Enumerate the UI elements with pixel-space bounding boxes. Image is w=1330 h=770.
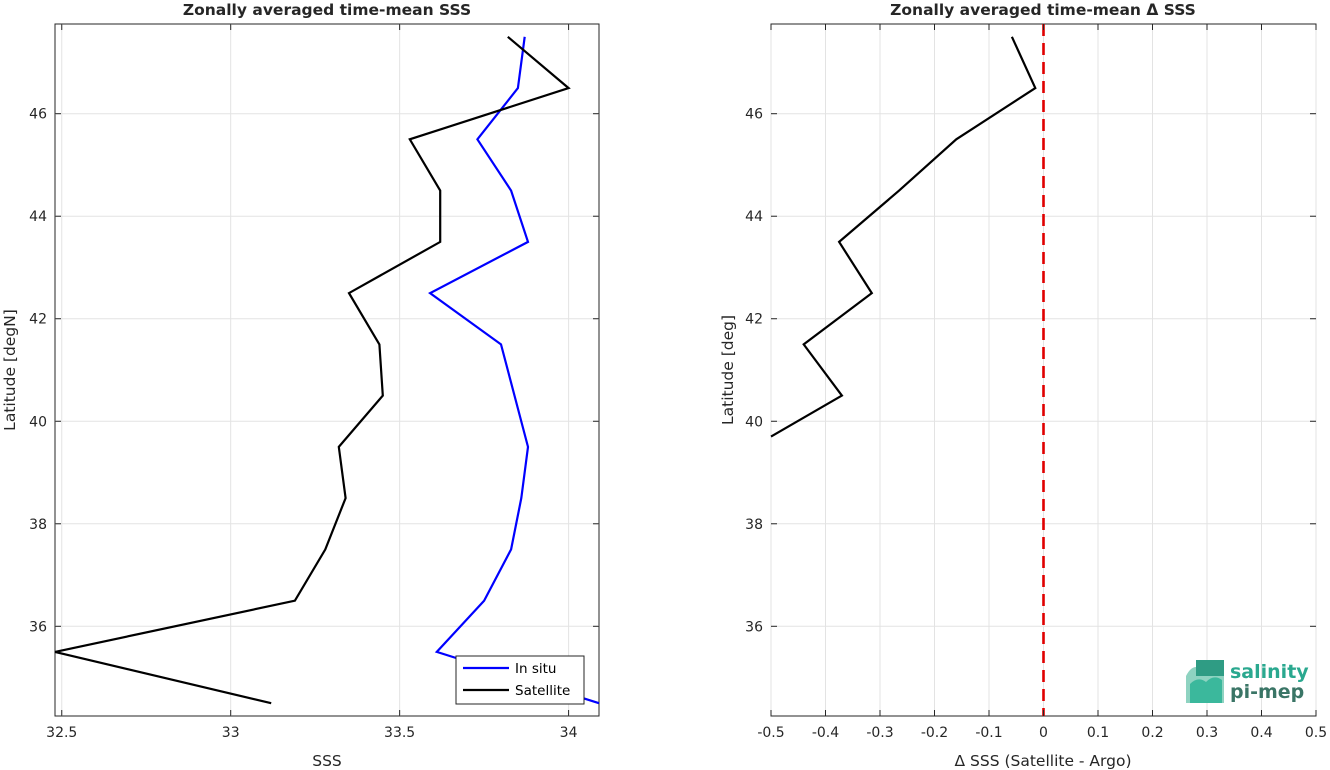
delta-x-tick-label: -0.5	[757, 725, 784, 741]
logo-text-salinity: salinity	[1230, 661, 1309, 683]
sss-x-tick-label: 34	[560, 725, 578, 741]
delta-x-tick-label: -0.2	[921, 725, 948, 741]
delta-series	[770, 24, 1045, 716]
sss-grid	[55, 24, 599, 716]
legend-box	[455, 655, 585, 705]
salinity-pimep-logo: salinity pi-mep	[1186, 660, 1309, 703]
logo-wave-mark-back	[1196, 660, 1224, 676]
delta-x-tick-label: -0.4	[812, 725, 839, 741]
delta-chart-title: Zonally averaged time-mean Δ SSS	[890, 1, 1196, 19]
sss-series-line-in-situ	[428, 36, 600, 705]
delta-y-tick-label: 36	[745, 619, 763, 635]
delta-x-tick-label: -0.1	[975, 725, 1002, 741]
sss-y-tick-label: 38	[29, 517, 47, 533]
delta-y-tick-label: 38	[745, 517, 763, 533]
sss-y-axis-label: Latitude [degN]	[1, 309, 19, 431]
delta-series-line-delta-sss	[770, 36, 1037, 438]
sss-y-tick-label: 44	[29, 209, 47, 225]
delta-x-tick-label: 0	[1039, 725, 1048, 741]
sss-y-tick-label: 46	[29, 107, 47, 123]
sss-x-tick-label: 32.5	[46, 725, 77, 741]
delta-y-tick-label: 44	[745, 209, 763, 225]
delta-y-tick-label: 40	[745, 414, 763, 430]
delta-y-tick-label: 46	[745, 107, 763, 123]
sss-panel: 32.5 33 33.5 34 36 38 40 42 44 46 Zonally average…	[1, 1, 600, 770]
delta-x-tick-label: 0.2	[1141, 725, 1163, 741]
delta-sss-panel: -0.5 -0.4 -0.3 -0.2 -0.1 0 0.1 0.2 0.3 0.4 0.5 36 38…	[719, 1, 1327, 770]
delta-x-tick-label: 0.1	[1087, 725, 1109, 741]
delta-ticks: -0.5 -0.4 -0.3 -0.2 -0.1 0 0.1 0.2 0.3 0.4 0.5 36 38…	[745, 24, 1327, 741]
delta-x-tick-label: 0.4	[1250, 725, 1272, 741]
logo-text-pimep: pi-mep	[1230, 681, 1304, 703]
sss-x-tick-label: 33	[222, 725, 240, 741]
sss-chart-title: Zonally averaged time-mean SSS	[183, 1, 471, 19]
sss-y-tick-label: 40	[29, 414, 47, 430]
delta-x-tick-label: 0.5	[1305, 725, 1327, 741]
logo-wave-mark-front	[1190, 677, 1222, 703]
sss-ticks: 32.5 33 33.5 34 36 38 40 42 44 46	[29, 24, 599, 741]
legend-label-satellite: Satellite	[515, 683, 570, 699]
sss-x-axis-label: SSS	[312, 752, 342, 770]
sss-series-line-satellite	[54, 35, 571, 705]
legend-label-in-situ: In situ	[515, 661, 556, 677]
delta-x-axis-label: Δ SSS (Satellite - Argo)	[954, 752, 1131, 770]
sss-plot-area	[54, 23, 600, 717]
delta-y-axis-label: Latitude [deg]	[719, 315, 737, 425]
delta-x-tick-label: -0.3	[866, 725, 893, 741]
sss-legend: In situ Satellite	[455, 655, 585, 705]
delta-y-tick-label: 42	[745, 312, 763, 328]
delta-x-tick-label: 0.3	[1196, 725, 1218, 741]
sss-y-tick-label: 42	[29, 312, 47, 328]
sss-series	[54, 35, 600, 705]
sss-y-tick-label: 36	[29, 619, 47, 635]
sss-x-tick-label: 33.5	[384, 725, 415, 741]
